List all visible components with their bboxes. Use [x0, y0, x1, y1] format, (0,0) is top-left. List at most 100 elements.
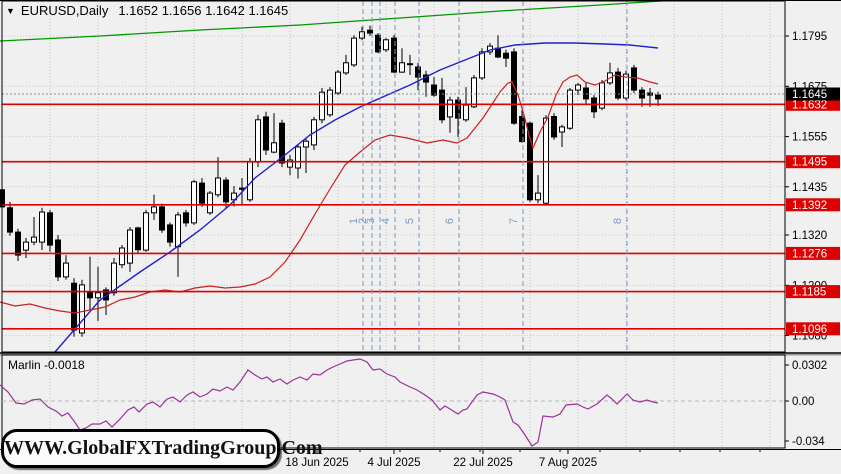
candle	[463, 104, 469, 121]
candles	[0, 25, 661, 337]
candle	[183, 212, 189, 224]
date-tick-label: 4 Jul 2025	[367, 457, 420, 469]
candle	[471, 77, 477, 108]
event-line-number: 3	[365, 218, 377, 224]
price-tick-label: 1.1555	[792, 132, 827, 144]
event-line-number: 4	[380, 218, 392, 224]
indicator-value: -0.0018	[44, 358, 85, 372]
candle	[623, 73, 629, 99]
candle	[503, 52, 509, 59]
candle	[543, 117, 549, 204]
date-tick-label: 22 Jul 2025	[453, 457, 512, 469]
level-price-badge	[786, 285, 840, 299]
level-price-badge-label: 1.1632	[792, 99, 827, 111]
candle	[31, 236, 37, 243]
level-lines	[2, 103, 785, 330]
candle	[279, 122, 285, 164]
candle	[63, 262, 69, 278]
current-price-badge	[786, 87, 840, 101]
candle	[271, 142, 277, 153]
candle	[583, 87, 589, 100]
gridlines	[1, 1, 785, 448]
candle	[431, 84, 437, 96]
candle	[415, 66, 421, 78]
candle	[631, 67, 637, 91]
candle	[79, 284, 85, 334]
watermark-badge: WWW.GlobalFXTradingGroup.Com	[1, 429, 323, 468]
candle	[143, 212, 149, 251]
candle	[303, 140, 309, 148]
candle	[215, 177, 221, 196]
candle	[87, 291, 93, 299]
level-price-badge-label: 1.1495	[792, 157, 827, 169]
candle	[343, 62, 349, 74]
price-tick-label: 1.1795	[792, 31, 827, 43]
level-price-badge	[786, 322, 840, 336]
candle	[567, 89, 573, 129]
candle	[559, 126, 565, 133]
candle	[551, 116, 557, 138]
level-price-badge-label: 1.1185	[792, 287, 826, 299]
current-price-badge-label: 1.1645	[792, 89, 827, 101]
event-line-number: 1	[348, 218, 360, 224]
date-axis: 18 Jun 2025 4 Jul 2025 22 Jul 2025 7 Aug 20…	[39, 449, 761, 469]
indicator-label: Marlin -0.0018	[8, 358, 85, 372]
price-tick-label: 1.1320	[792, 230, 827, 242]
candle	[119, 247, 125, 266]
chart-title: ▼ EURUSD,Daily 1.1652 1.1656 1.1642 1.1645	[6, 3, 288, 18]
level-price-badge-label: 1.1276	[792, 248, 827, 260]
candle	[495, 47, 501, 58]
candle	[39, 211, 45, 243]
candle	[199, 182, 205, 204]
candle	[383, 39, 389, 51]
candle	[479, 51, 485, 79]
level-price-badge	[786, 155, 840, 169]
indicator-panel: 0.0302 0.00 -0.034	[0, 358, 827, 448]
candle	[159, 206, 165, 231]
indicator-tick-label: 0.0302	[792, 360, 827, 372]
level-price-badge-label: 1.1096	[792, 324, 827, 336]
symbol-marker-icon: ▼	[6, 6, 15, 16]
indicator-tick-label: -0.034	[792, 436, 825, 448]
candle	[295, 146, 301, 169]
candle	[655, 94, 661, 100]
event-line-number: 2	[357, 218, 369, 224]
candle	[599, 82, 605, 109]
event-line-number: 7	[508, 218, 520, 224]
level-price-badge	[786, 97, 840, 111]
date-tick-label: 7 Aug 2025	[539, 457, 597, 469]
candle	[15, 231, 21, 256]
indicator-tick-label: 0.00	[792, 396, 814, 408]
event-line-number: 8	[612, 218, 624, 224]
candle	[95, 292, 101, 299]
event-line-number: 5	[404, 218, 416, 224]
candle	[615, 71, 621, 99]
candle	[399, 62, 405, 73]
price-axis: 1.17951.16751.15551.14351.13201.12001.10…	[785, 31, 840, 343]
candle	[55, 239, 61, 278]
symbol-period-label: EURUSD,Daily	[20, 3, 109, 18]
level-price-badge	[786, 246, 840, 260]
indicator-name: Marlin	[8, 358, 41, 372]
candle	[351, 37, 357, 66]
event-lines: 123 4 5 6 7 8	[348, 1, 628, 352]
candle	[535, 192, 541, 201]
candle	[127, 229, 133, 264]
candle	[319, 91, 325, 121]
candle	[575, 84, 581, 91]
candle	[7, 207, 13, 233]
candle	[23, 241, 29, 251]
candle	[455, 99, 461, 119]
candle	[359, 31, 365, 39]
candle	[167, 224, 173, 243]
candle	[335, 71, 341, 94]
level-price-badge-label: 1.1392	[792, 200, 827, 212]
candle	[71, 282, 77, 331]
candle	[391, 37, 397, 73]
candle	[255, 119, 261, 163]
candle	[47, 212, 53, 246]
candle	[519, 116, 525, 143]
price-tick-label: 1.1435	[792, 182, 827, 194]
